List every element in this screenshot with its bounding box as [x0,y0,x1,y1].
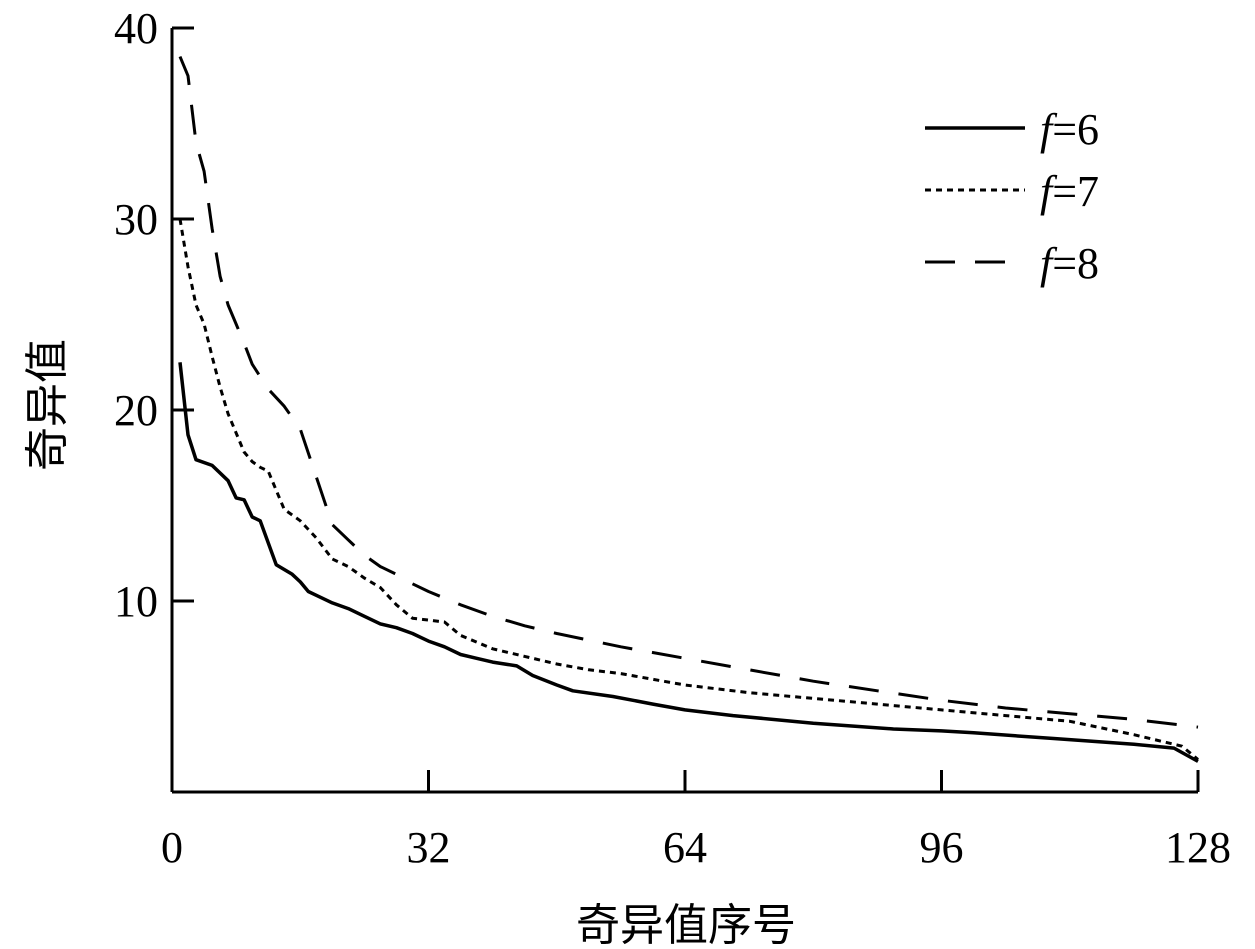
y-axis-title: 奇异值 [22,339,73,471]
legend-label: f=6 [1040,105,1099,154]
x-tick-label: 96 [920,823,964,872]
series-line-f-8 [178,56,1199,729]
y-tick-label: 30 [114,195,158,244]
series-layer [178,56,1199,763]
x-axis-title: 奇异值序号 [576,900,796,949]
y-tick-label: 10 [114,577,158,626]
x-tick-label: 32 [407,823,451,872]
series-line-f-6 [178,362,1199,763]
x-tick-label: 128 [1165,823,1231,872]
series-line-f-7 [178,218,1199,761]
x-tick-label: 0 [161,823,183,872]
y-tick-label: 20 [114,386,158,435]
x-tick-label: 64 [663,823,707,872]
legend: f=6 f=7 f=8 [925,105,1099,288]
legend-label: f=8 [1040,239,1099,288]
legend-label: f=7 [1040,167,1099,216]
y-tick-label: 40 [114,4,158,53]
axes: 0 32 64 96 128 10 20 30 40 [114,4,1231,872]
